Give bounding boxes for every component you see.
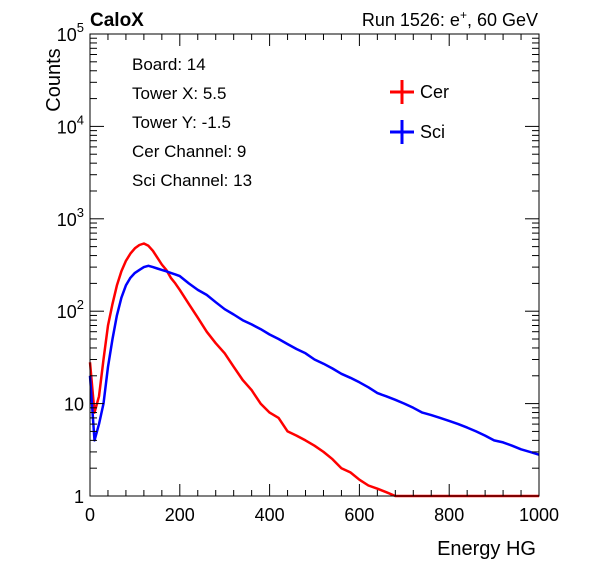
legend-item-sci: Sci — [390, 120, 445, 144]
x-tick-label: 800 — [434, 505, 464, 525]
x-tick-label: 1000 — [519, 505, 559, 525]
series-layer — [88, 242, 540, 498]
legend-cer-label: Cer — [420, 82, 449, 102]
legend-item-cer: Cer — [390, 80, 449, 104]
info-cer-channel: Cer Channel: 9 — [132, 142, 246, 161]
legend: Cer Sci — [390, 80, 449, 144]
y-tick-label: 103 — [57, 205, 84, 230]
x-axis-title: Energy HG — [437, 538, 536, 560]
y-tick-label: 10 — [64, 395, 84, 415]
plot-frame — [89, 33, 540, 497]
series-line-cer — [88, 242, 539, 498]
info-tower-y: Tower Y: -1.5 — [132, 113, 231, 132]
caloX-label: CaloX — [90, 10, 144, 31]
info-box: Board: 14 Tower X: 5.5 Tower Y: -1.5 Cer… — [132, 55, 252, 190]
y-axis-title: Counts — [43, 48, 65, 111]
y-tick-label: 102 — [57, 297, 84, 322]
info-tower-x: Tower X: 5.5 — [132, 84, 227, 103]
x-tick-label: 600 — [344, 505, 374, 525]
x-tick-label: 0 — [85, 505, 95, 525]
tick-layer: 0 200 400 600 800 1000 1 10 102 103 104 105 — [57, 20, 559, 525]
info-board: Board: 14 — [132, 55, 206, 74]
x-tick-label: 400 — [255, 505, 285, 525]
y-tick-label: 1 — [74, 487, 84, 507]
run-label: Run 1526: e+, 60 GeV — [362, 8, 538, 30]
info-sci-channel: Sci Channel: 13 — [132, 171, 252, 190]
legend-sci-label: Sci — [420, 122, 445, 142]
x-tick-label: 200 — [165, 505, 195, 525]
y-tick-label: 105 — [57, 20, 84, 45]
series-line-sci — [88, 264, 540, 456]
y-tick-label: 104 — [57, 112, 84, 137]
